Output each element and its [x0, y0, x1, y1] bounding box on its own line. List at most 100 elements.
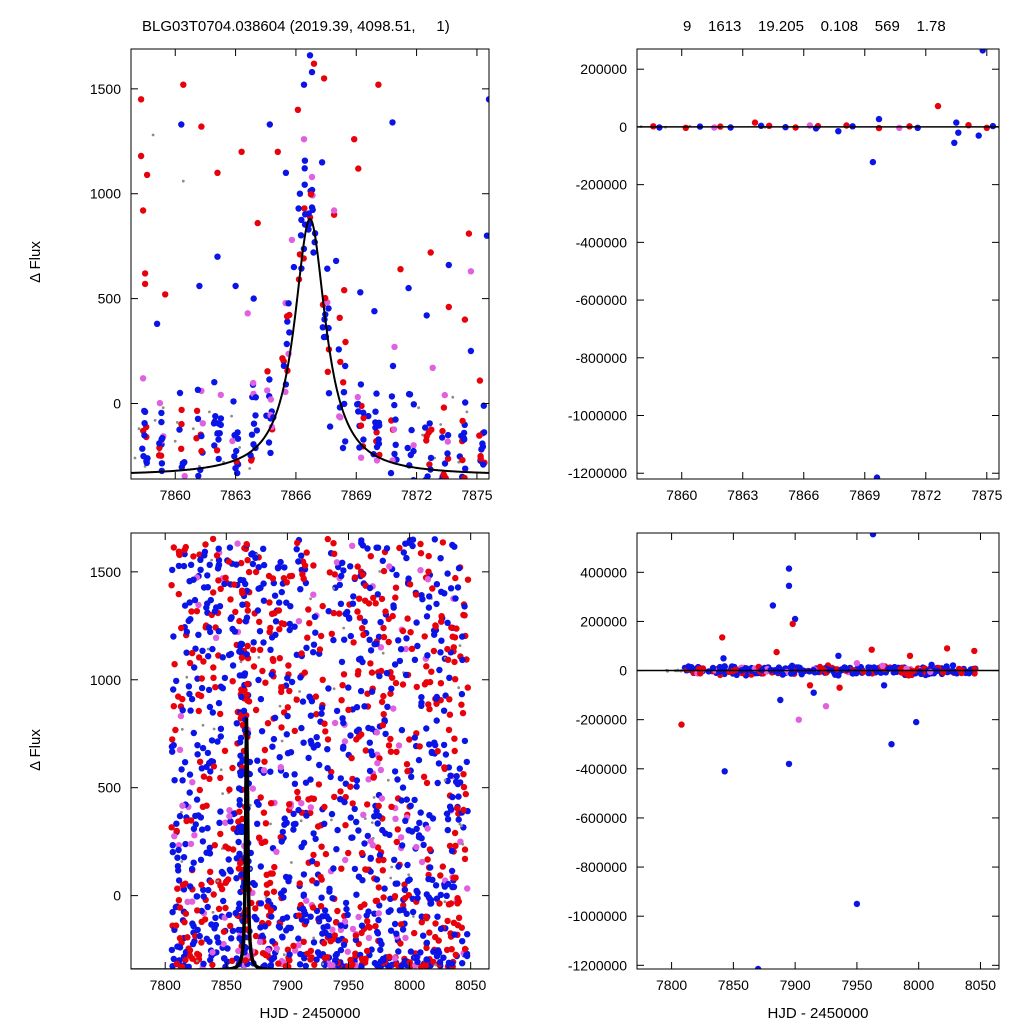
- data-point-violet: [277, 764, 284, 771]
- data-point-blue: [208, 758, 215, 765]
- y-tick-label: -400000: [576, 761, 628, 777]
- data-point-blue: [451, 931, 458, 938]
- data-point-blue: [229, 625, 236, 633]
- data-point-blue: [478, 446, 485, 453]
- data-point-red: [385, 638, 392, 646]
- data-point-violet: [896, 124, 903, 131]
- data-point-blue: [198, 432, 205, 440]
- data-point-blue: [387, 469, 395, 477]
- data-point-gray: [389, 876, 393, 880]
- data-point-blue: [369, 751, 376, 759]
- x-tick-label: 7863: [727, 487, 758, 503]
- data-point-gray: [417, 406, 420, 410]
- data-point-blue: [368, 688, 376, 695]
- data-point-red: [225, 558, 233, 565]
- data-point-red: [168, 582, 175, 589]
- data-point-blue: [237, 752, 244, 759]
- data-point-gray: [269, 822, 272, 826]
- data-point-blue: [459, 633, 466, 640]
- y-tick-label: 0: [619, 119, 627, 135]
- data-point-red: [179, 881, 187, 888]
- data-point-gray: [309, 597, 312, 601]
- data-point-blue: [438, 637, 445, 644]
- data-point-red: [304, 634, 311, 641]
- data-point-blue: [791, 615, 799, 623]
- data-point-gray: [206, 647, 210, 651]
- data-point-blue: [389, 362, 397, 370]
- data-point-blue: [337, 775, 344, 782]
- data-point-red: [245, 568, 253, 576]
- data-point-red: [229, 678, 236, 685]
- data-point-red: [386, 953, 393, 960]
- data-point-blue: [340, 941, 348, 948]
- data-point-violet: [226, 807, 233, 814]
- data-point-red: [421, 633, 428, 640]
- y-tick-label: 200000: [580, 61, 627, 77]
- data-point-red: [175, 897, 183, 904]
- data-point-blue: [955, 129, 962, 136]
- plot-frame: [130, 532, 490, 970]
- data-point-red: [364, 918, 371, 925]
- data-point-red: [934, 102, 942, 110]
- data-point-red: [222, 879, 229, 886]
- data-point-blue: [253, 427, 261, 434]
- data-point-red: [245, 698, 253, 705]
- data-point-gray: [208, 410, 211, 414]
- data-point-red: [209, 961, 216, 969]
- data-point-red: [178, 963, 186, 969]
- data-point-blue: [418, 835, 425, 842]
- data-point-violet: [429, 364, 436, 371]
- data-point-blue: [328, 810, 336, 818]
- data-point-blue: [429, 815, 437, 822]
- data-point-violet: [397, 834, 405, 841]
- data-point-red: [943, 645, 951, 652]
- data-point-red: [370, 773, 378, 780]
- x-tick-label: 7900: [780, 977, 811, 993]
- data-point-red: [392, 679, 400, 687]
- data-point-red: [324, 736, 332, 743]
- data-point-blue: [190, 859, 197, 866]
- data-point-blue: [275, 923, 283, 930]
- data-point-red: [432, 933, 439, 941]
- data-point-blue: [953, 119, 960, 126]
- data-point-gray: [282, 953, 286, 957]
- data-point-red: [417, 540, 424, 548]
- data-point-blue: [420, 932, 427, 939]
- data-point-red: [447, 900, 455, 907]
- data-point-blue: [252, 394, 259, 401]
- data-point-blue: [357, 289, 364, 296]
- data-point-blue: [340, 389, 348, 396]
- data-point-blue: [838, 666, 845, 673]
- data-point-blue: [444, 450, 451, 457]
- data-point-violet: [374, 759, 381, 767]
- data-point-blue: [217, 733, 224, 740]
- data-point-blue: [187, 883, 194, 890]
- data-point-red: [263, 890, 271, 897]
- data-point-blue: [340, 567, 347, 574]
- data-point-blue: [335, 346, 342, 353]
- data-point-red: [391, 893, 399, 900]
- data-point-blue: [835, 128, 842, 135]
- data-point-red: [311, 961, 318, 968]
- data-point-blue: [199, 647, 206, 654]
- data-point-blue: [310, 249, 317, 256]
- data-point-violet: [176, 746, 184, 753]
- data-point-red: [459, 417, 466, 425]
- data-point-blue: [307, 712, 315, 719]
- data-point-red: [337, 358, 344, 366]
- data-point-blue: [709, 664, 717, 672]
- data-point-gray: [390, 865, 394, 869]
- x-tick-label: 7875: [461, 487, 492, 503]
- data-point-blue: [444, 431, 452, 439]
- data-point-blue: [376, 937, 384, 944]
- data-point-blue: [326, 888, 333, 895]
- data-point-red: [244, 680, 251, 688]
- data-point-blue: [215, 699, 223, 707]
- data-point-red: [222, 574, 229, 581]
- data-point-blue: [405, 575, 412, 582]
- data-point-red: [188, 608, 195, 615]
- data-point-blue: [286, 874, 293, 881]
- data-point-red: [324, 368, 331, 375]
- data-point-blue: [455, 816, 462, 823]
- data-point-blue: [194, 742, 201, 749]
